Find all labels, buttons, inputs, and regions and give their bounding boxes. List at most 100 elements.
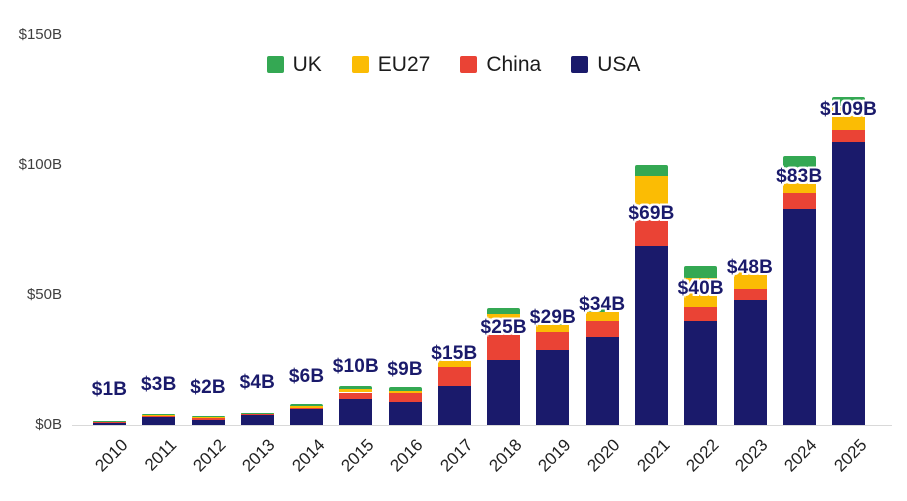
bar-segment-uk-2017 — [437, 359, 471, 361]
x-tick-label: 2015 — [337, 435, 378, 476]
bar-segment-china-2014 — [290, 407, 324, 410]
bar-segment-china-2015 — [339, 392, 373, 399]
bar-value-label-2024: $83B — [776, 166, 823, 188]
bar-segment-uk-2023 — [733, 261, 767, 273]
y-tick-label: $0B — [35, 416, 62, 433]
bar-value-label-2010: $1B — [91, 379, 128, 401]
bar-segment-china-2016 — [388, 393, 422, 402]
legend-label: EU27 — [377, 52, 431, 76]
legend-item-china: China — [460, 54, 541, 75]
bar-segment-eu27-2019 — [536, 324, 570, 333]
y-tick-label: $150B — [18, 26, 62, 43]
bar-segment-china-2022 — [684, 307, 718, 321]
legend-label: USA — [597, 52, 641, 76]
bar-segment-usa-2010 — [93, 422, 126, 425]
legend-swatch-icon — [351, 55, 369, 73]
bar-segment-usa-2023 — [733, 300, 767, 425]
bar-segment-uk-2018 — [487, 308, 521, 314]
x-tick-label: 2011 — [141, 435, 181, 475]
bar-segment-eu27-2018 — [487, 314, 521, 321]
bar-value-label-2013: $4B — [239, 371, 276, 393]
bar-segment-uk-2011 — [142, 413, 176, 415]
x-tick-label: 2019 — [534, 435, 575, 476]
x-tick-label: 2017 — [435, 435, 477, 476]
bar-segment-usa-2025 — [832, 141, 866, 425]
legend-label: China — [486, 52, 542, 76]
y-tick-label: $50B — [26, 286, 62, 303]
bar-segment-eu27-2020 — [585, 312, 619, 321]
bar-segment-uk-2020 — [585, 308, 619, 313]
bar-segment-usa-2011 — [142, 417, 176, 425]
bar-segment-china-2018 — [487, 321, 521, 360]
bar-segment-uk-2021 — [635, 164, 668, 177]
bar-segment-china-2017 — [437, 367, 471, 386]
bar-segment-china-2021 — [635, 209, 668, 246]
bar-segment-uk-2022 — [684, 265, 718, 279]
bar-value-label-2014: $6B — [288, 366, 325, 388]
bar-segment-usa-2017 — [437, 386, 471, 425]
bar-segment-usa-2015 — [339, 399, 373, 425]
bar-segment-usa-2018 — [487, 360, 521, 425]
bar-segment-china-2010 — [93, 421, 126, 423]
x-tick-label: 2010 — [91, 435, 132, 476]
bar-value-label-2012: $2B — [190, 376, 226, 398]
x-axis-line — [72, 425, 892, 426]
x-tick-label: 2020 — [583, 435, 624, 476]
bar-segment-eu27-2010 — [93, 420, 126, 422]
bar-segment-china-2023 — [733, 288, 767, 301]
bar-segment-usa-2019 — [536, 349, 570, 425]
bar-value-label-2016: $9B — [387, 358, 423, 380]
legend: UK EU27 China USA — [0, 50, 907, 78]
bar-segment-china-2019 — [536, 332, 570, 350]
x-tick-label: 2021 — [633, 435, 674, 476]
bar-segment-eu27-2013 — [240, 413, 274, 414]
bar-segment-usa-2022 — [684, 321, 718, 425]
bar-segment-eu27-2015 — [339, 389, 373, 393]
bar-value-label-2025: $109B — [820, 98, 878, 120]
bar-value-label-2020: $34B — [579, 293, 626, 315]
bar-value-label-2021: $69B — [628, 202, 675, 224]
bar-segment-eu27-2014 — [290, 406, 324, 408]
x-tick-label: 2023 — [731, 435, 772, 476]
bar-segment-uk-2014 — [290, 403, 324, 407]
x-tick-label: 2024 — [780, 435, 821, 476]
bar-segment-usa-2014 — [290, 409, 324, 425]
bar-value-label-2019: $29B — [529, 306, 577, 328]
x-tick-label: 2012 — [189, 435, 230, 476]
bar-segment-eu27-2023 — [733, 272, 767, 289]
x-tick-label: 2014 — [288, 435, 329, 476]
bar-segment-uk-2016 — [388, 387, 422, 391]
bar-value-label-2015: $10B — [332, 356, 379, 377]
legend-swatch-icon — [266, 55, 284, 73]
legend-item-usa: USA — [571, 54, 640, 75]
bar-value-label-2017: $15B — [431, 343, 478, 364]
bar-value-label-2011: $3B — [141, 374, 177, 396]
bar-value-label-2022: $40B — [677, 278, 724, 299]
legend-label: UK — [292, 52, 322, 76]
bar-segment-uk-2015 — [339, 386, 373, 390]
x-tick-label: 2022 — [682, 435, 723, 476]
bar-segment-eu27-2024 — [782, 167, 816, 194]
bar-segment-usa-2013 — [240, 414, 274, 425]
bar-segment-eu27-2017 — [437, 360, 471, 368]
bar-segment-eu27-2021 — [635, 176, 668, 210]
bar-segment-uk-2019 — [536, 323, 570, 325]
bar-segment-uk-2025 — [832, 97, 866, 107]
bar-segment-china-2012 — [191, 417, 225, 420]
legend-swatch-icon — [460, 55, 478, 73]
bar-segment-eu27-2011 — [142, 414, 176, 416]
bar-segment-eu27-2025 — [832, 106, 866, 130]
bar-segment-usa-2016 — [388, 401, 422, 425]
bar-segment-uk-2012 — [191, 415, 225, 417]
legend-item-uk: UK — [266, 52, 322, 76]
x-tick-label: 2025 — [830, 435, 871, 476]
x-tick-label: 2013 — [238, 435, 280, 476]
bar-segment-uk-2024 — [782, 156, 816, 168]
x-tick-label: 2018 — [485, 435, 526, 476]
bar-segment-china-2025 — [832, 129, 866, 142]
bar-value-label-2023: $48B — [726, 257, 774, 279]
bar-segment-usa-2020 — [585, 336, 619, 425]
bar-segment-usa-2012 — [191, 419, 225, 425]
bar-segment-china-2024 — [782, 193, 816, 210]
